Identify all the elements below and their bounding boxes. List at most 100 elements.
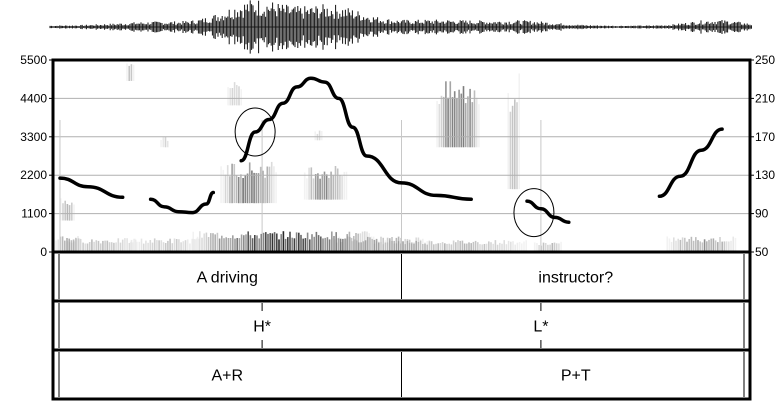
- spectrogram-band: [459, 240, 461, 252]
- spectrogram-band: [373, 239, 376, 252]
- spectrogram-band: [212, 233, 214, 252]
- spectrogram-band: [507, 93, 509, 190]
- spectrogram-band: [444, 243, 446, 252]
- spectrogram-band: [413, 242, 415, 252]
- spectrogram-band: [437, 243, 439, 252]
- spectrogram-band: [166, 140, 169, 148]
- spectrogram-band: [136, 241, 138, 252]
- spectrogram-band: [249, 235, 252, 252]
- spectrogram-band: [315, 231, 318, 252]
- spectrogram-band: [191, 238, 193, 252]
- spectrogram-band: [677, 238, 679, 252]
- spectrogram-band: [544, 243, 547, 252]
- spectrogram-band: [218, 238, 221, 252]
- spectrogram-band: [97, 240, 100, 252]
- spectrogram-band: [265, 232, 267, 252]
- spectrogram-band: [64, 240, 66, 252]
- spectrogram-band: [395, 243, 398, 252]
- spectrogram-band: [306, 232, 309, 252]
- spectrogram-band: [227, 87, 229, 106]
- spectrogram-band: [255, 173, 258, 204]
- spectrogram-band: [375, 238, 378, 252]
- spectrogram-band: [408, 239, 411, 252]
- spectrogram-band: [470, 243, 472, 252]
- spectrogram-band: [102, 240, 104, 252]
- spectrogram-band: [451, 97, 454, 148]
- spectrogram-band: [525, 240, 527, 252]
- spectrogram-band: [342, 238, 344, 252]
- spectrogram-band: [428, 241, 431, 252]
- spectrogram-band: [71, 202, 73, 221]
- gridlines: [53, 59, 750, 253]
- spectrogram-band: [382, 244, 384, 252]
- spectrogram-band: [411, 242, 413, 252]
- spectrogram-band: [186, 239, 189, 252]
- spectrogram-band: [397, 241, 400, 252]
- spectrogram-band: [282, 231, 285, 252]
- spectrogram-band: [201, 237, 203, 252]
- spectrogram-band: [477, 242, 479, 252]
- spectrogram: [53, 63, 737, 252]
- spectrogram-band: [314, 131, 316, 141]
- spectrogram-band: [121, 239, 124, 252]
- spectrogram-band: [61, 236, 64, 252]
- spectrogram-band: [690, 236, 693, 252]
- spectrogram-band: [145, 240, 147, 252]
- spectrogram-band: [734, 237, 737, 252]
- spectrogram-band: [207, 237, 210, 252]
- spectrogram-band: [447, 97, 449, 148]
- spectrogram-band: [708, 239, 710, 252]
- spectrogram-band: [348, 231, 351, 252]
- spectrogram-band: [458, 89, 460, 148]
- spectrogram-band: [303, 172, 306, 200]
- spectrogram-band: [334, 239, 336, 252]
- spectrogram-band: [448, 243, 450, 252]
- spectrogram-band: [233, 82, 236, 106]
- spectrogram-band: [507, 240, 510, 252]
- spectrogram-band: [337, 238, 340, 252]
- spectrogram-band: [391, 237, 393, 252]
- spectrogram-band: [326, 237, 329, 252]
- spectrogram-band: [262, 170, 264, 204]
- spectrogram-band: [475, 97, 478, 148]
- spectrogram-band: [304, 238, 307, 252]
- pitch-track-segment: [525, 199, 571, 224]
- spectrogram-band: [271, 233, 274, 252]
- left-tick-label: 0: [40, 245, 47, 259]
- spectrogram-band: [389, 240, 391, 252]
- spectrogram-band: [73, 204, 75, 221]
- spectrogram-band: [126, 238, 128, 252]
- pitch-track-segment: [148, 190, 216, 215]
- spectrogram-band: [164, 243, 167, 252]
- spectrogram-band: [236, 85, 238, 106]
- spectrogram-band: [351, 241, 354, 252]
- spectrogram-band: [719, 237, 721, 252]
- highlight-circle: [513, 188, 555, 238]
- spectrogram-band: [182, 241, 185, 252]
- spectrogram-band: [728, 241, 730, 252]
- spectrogram-band: [335, 232, 337, 252]
- spectrogram-band: [278, 239, 280, 252]
- spectrogram-band: [367, 236, 369, 252]
- spectrogram-band: [461, 240, 464, 252]
- spectrogram-band: [422, 244, 424, 252]
- spectrogram-band: [128, 243, 131, 252]
- spectrogram-band: [135, 239, 137, 252]
- spectrogram-band: [156, 240, 158, 252]
- spectrogram-band: [422, 238, 424, 252]
- spectrogram-band: [373, 243, 376, 252]
- spectrogram-band: [452, 240, 455, 252]
- spectrogram-band: [254, 235, 256, 252]
- spectrogram-band: [328, 239, 331, 252]
- spectrogram-band: [324, 237, 326, 252]
- spectrogram-band: [725, 241, 728, 252]
- spectrogram-band: [238, 238, 241, 252]
- spectrogram-band: [99, 243, 102, 252]
- spectrogram-band: [229, 176, 231, 204]
- spectrogram-band: [259, 166, 262, 204]
- spectrogram-band: [703, 239, 706, 252]
- spectrogram-band: [321, 131, 323, 141]
- spectrogram-band: [481, 244, 483, 252]
